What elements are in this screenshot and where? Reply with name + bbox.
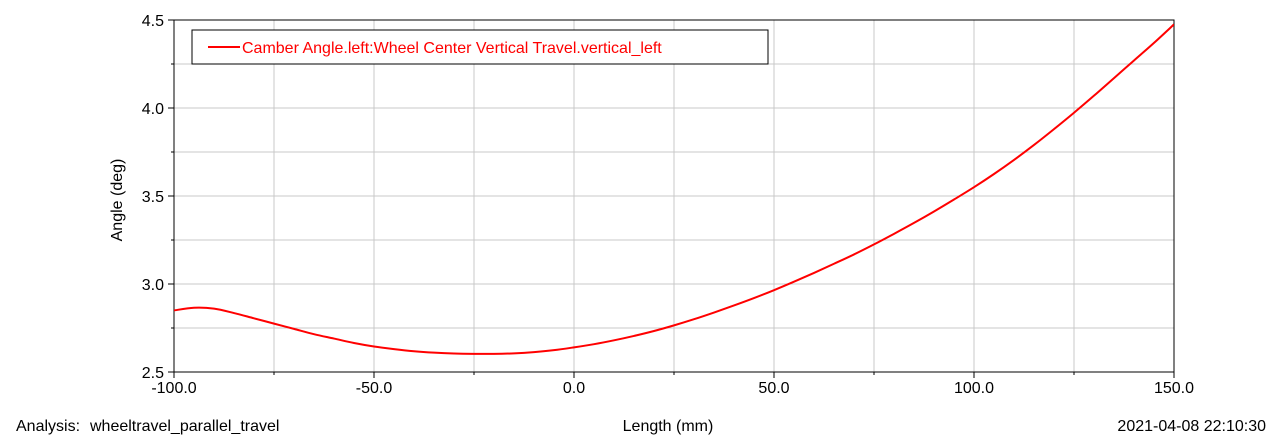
- analysis-label: Analysis:: [16, 418, 80, 435]
- x-tick-label: 150.0: [1154, 380, 1194, 397]
- grid: [174, 20, 1174, 372]
- y-tick-label: 4.0: [142, 101, 164, 118]
- x-tick-label: 0.0: [563, 380, 585, 397]
- timestamp: 2021-04-08 22:10:30: [1117, 418, 1266, 435]
- x-tick-label: 50.0: [758, 380, 789, 397]
- analysis-name: wheeltravel_parallel_travel: [89, 418, 279, 435]
- x-axis-title: Length (mm): [623, 418, 714, 435]
- series-line: [174, 23, 1174, 355]
- axis-ticks: -100.0 -50.0 0.0 50.0 100.0 150.0 2.5 3.0 3.5 4.0…: [142, 13, 1194, 397]
- legend-label: Camber Angle.left:Wheel Center Vertical …: [242, 40, 662, 57]
- y-tick-label: 3.0: [142, 277, 164, 294]
- y-tick-label: 4.5: [142, 13, 164, 30]
- y-tick-label: 3.5: [142, 189, 164, 206]
- legend: Camber Angle.left:Wheel Center Vertical …: [191, 29, 769, 65]
- legend-box: [191, 29, 769, 65]
- series-layer: [174, 23, 1174, 355]
- x-tick-label: 100.0: [954, 380, 994, 397]
- x-tick-label: -100.0: [151, 380, 196, 397]
- y-tick-label: 2.5: [142, 365, 164, 382]
- y-axis-title: Angle (deg): [109, 159, 126, 242]
- x-tick-label: -50.0: [356, 380, 393, 397]
